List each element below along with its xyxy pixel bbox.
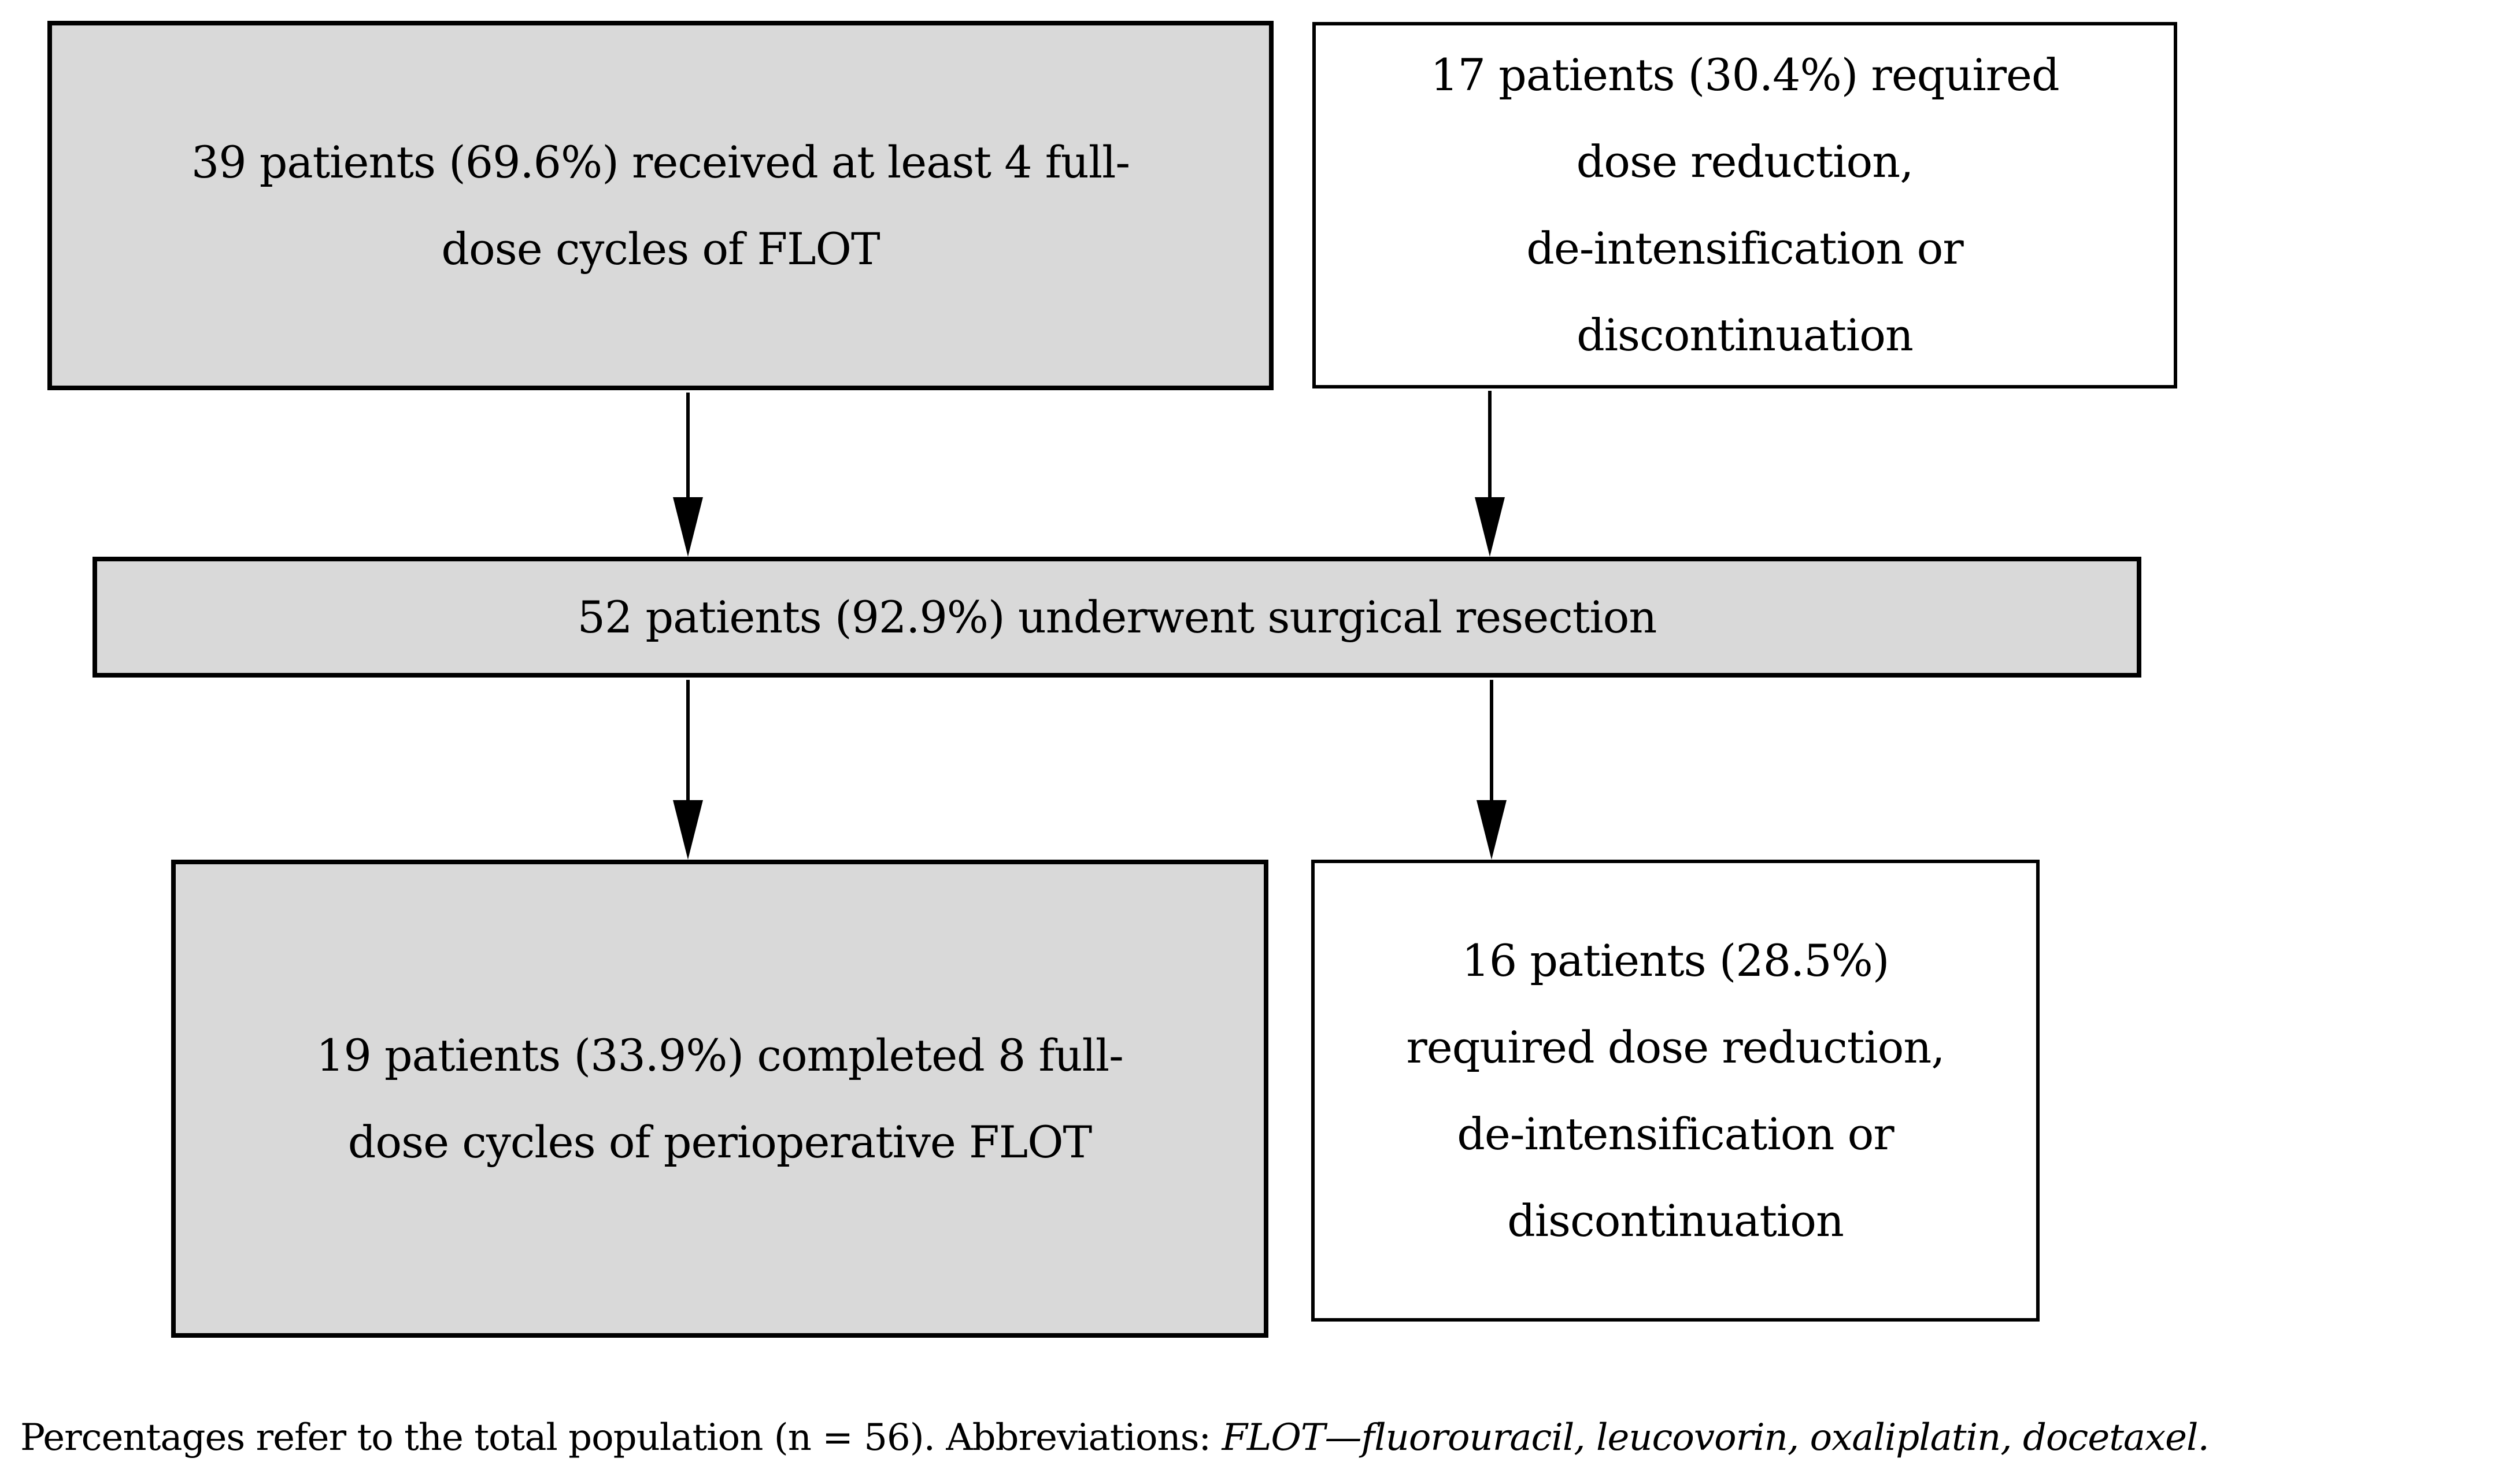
box-completed-8-full-dose-cycles: 19 patients (33.9%) completed 8 full- do… (171, 860, 1268, 1338)
box-text-line: discontinuation (1577, 309, 1914, 361)
box-text-line: discontinuation (1507, 1194, 1844, 1246)
caption-italic-text: FLOT—fluorouracil, leucovorin, oxaliplat… (1222, 1416, 2209, 1459)
box-text: 39 patients (69.6%) received at least 4 … (191, 119, 1130, 293)
box-text: 19 patients (33.9%) completed 8 full- do… (316, 1012, 1124, 1186)
box-text-line: de-intensification or (1457, 1108, 1894, 1160)
box-postoperative-dose-modification: 16 patients (28.5%) required dose reduct… (1311, 860, 2040, 1322)
arrow-down-icon (1477, 680, 1507, 860)
box-surgical-resection: 52 patients (92.9%) underwent surgical r… (92, 557, 2141, 678)
box-text-line: de-intensification or (1526, 223, 1963, 274)
figure-caption: Percentages refer to the total populatio… (20, 1406, 2483, 1470)
box-text-line: 39 patients (69.6%) received at least 4 … (191, 136, 1130, 188)
box-text-line: 17 patients (30.4%) required (1430, 49, 2059, 101)
box-text: 17 patients (30.4%) required dose reduct… (1430, 32, 2059, 379)
box-text-line: 16 patients (28.5%) (1461, 934, 1889, 986)
box-text-line: dose cycles of perioperative FLOT (347, 1116, 1092, 1168)
box-text-line: 52 patients (92.9%) underwent surgical r… (577, 591, 1657, 643)
box-text-line: 19 patients (33.9%) completed 8 full- (316, 1029, 1124, 1081)
box-text-line: dose reduction, (1576, 136, 1914, 187)
box-text-line: dose cycles of FLOT (441, 223, 880, 275)
box-text: 16 patients (28.5%) required dose reduct… (1406, 917, 1945, 1264)
box-text-line: required dose reduction, (1406, 1021, 1945, 1073)
arrow-down-icon (673, 393, 703, 557)
arrow-down-icon (1475, 391, 1505, 557)
box-received-at-least-4-full-dose-cycles: 39 patients (69.6%) received at least 4 … (47, 21, 1274, 390)
arrow-down-icon (673, 680, 703, 860)
box-text: 52 patients (92.9%) underwent surgical r… (578, 574, 1657, 661)
caption-regular-text: Percentages refer to the total populatio… (20, 1416, 1222, 1459)
box-preoperative-dose-modification: 17 patients (30.4%) required dose reduct… (1312, 22, 2177, 388)
